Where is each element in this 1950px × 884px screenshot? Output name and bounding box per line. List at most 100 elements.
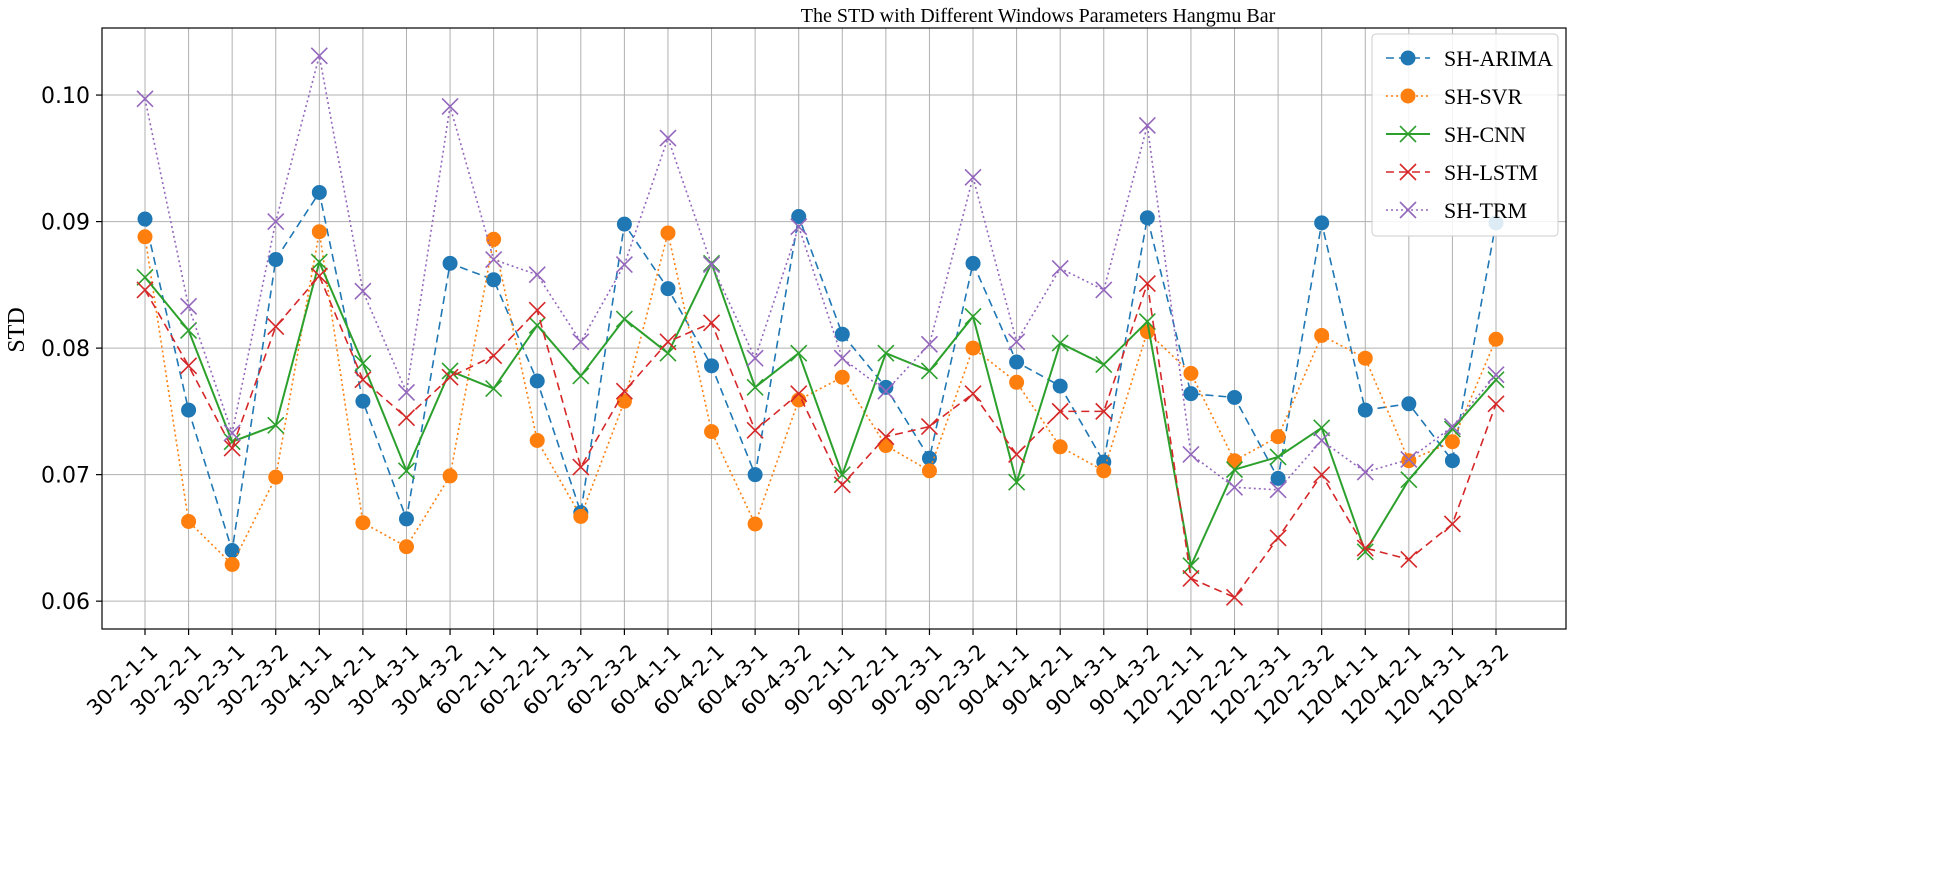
- data-point-marker: [660, 281, 676, 297]
- data-point-marker: [1269, 448, 1287, 466]
- legend-item: SH-SVR: [1386, 84, 1523, 109]
- data-point-marker: [965, 340, 981, 356]
- series-sh-arima: [137, 184, 1504, 559]
- data-point-marker: [486, 272, 502, 288]
- data-point-marker: [485, 347, 503, 365]
- series-line: [144, 274, 1497, 599]
- data-point-marker: [1356, 463, 1374, 481]
- data-point-marker: [964, 385, 982, 403]
- data-point-marker: [1399, 163, 1417, 181]
- data-point-marker: [920, 335, 939, 353]
- data-point-marker: [354, 371, 372, 389]
- data-point-marker: [1399, 201, 1417, 219]
- data-point-marker: [529, 432, 545, 448]
- data-point-marker: [1009, 354, 1025, 370]
- data-point-marker: [1444, 453, 1460, 469]
- data-point-marker: [790, 218, 808, 236]
- data-point-marker: [702, 254, 721, 272]
- data-point-marker: [833, 349, 851, 367]
- data-point-marker: [136, 281, 154, 299]
- data-point-marker: [746, 349, 764, 367]
- data-point-marker: [1139, 210, 1155, 226]
- legend-label: SH-LSTM: [1444, 160, 1538, 185]
- y-tick-label: 0.10: [41, 84, 90, 109]
- data-point-marker: [528, 316, 546, 334]
- data-point-marker: [1313, 466, 1331, 484]
- data-point-marker: [572, 458, 590, 476]
- data-point-marker: [746, 378, 764, 396]
- data-point-marker: [310, 253, 328, 271]
- x-axis-ticks: 30-2-1-130-2-2-130-2-3-130-2-3-230-4-1-1…: [82, 629, 1514, 729]
- legend-item: SH-CNN: [1386, 122, 1526, 147]
- legend-label: SH-SVR: [1444, 84, 1523, 109]
- data-point-marker: [1270, 470, 1286, 486]
- data-point-marker: [1487, 371, 1505, 389]
- data-point-marker: [1225, 478, 1244, 496]
- data-point-marker: [1138, 312, 1156, 331]
- data-point-marker: [1400, 550, 1418, 568]
- data-point-marker: [528, 301, 546, 319]
- data-point-marker: [877, 428, 895, 446]
- data-point-marker: [747, 467, 763, 483]
- data-point-marker: [1270, 429, 1286, 445]
- data-point-marker: [572, 333, 590, 351]
- data-point-marker: [267, 318, 285, 336]
- data-point-marker: [616, 216, 632, 232]
- data-point-marker: [224, 556, 240, 572]
- data-point-marker: [223, 439, 241, 457]
- data-point-marker: [1443, 515, 1461, 533]
- data-point-marker: [311, 184, 327, 200]
- data-point-marker: [310, 267, 328, 285]
- data-point-marker: [398, 511, 414, 527]
- data-point-marker: [833, 476, 851, 494]
- data-point-marker: [267, 213, 285, 231]
- data-point-marker: [1313, 419, 1331, 437]
- series-line: [144, 190, 1497, 551]
- series-sh-lstm: [136, 267, 1505, 606]
- data-point-marker: [1227, 453, 1243, 469]
- data-point-marker: [660, 225, 676, 241]
- legend-label: SH-CNN: [1444, 122, 1526, 147]
- grid: [102, 28, 1566, 629]
- data-point-marker: [1227, 389, 1243, 405]
- data-point-marker: [397, 409, 416, 427]
- data-point-marker: [1400, 450, 1418, 469]
- y-axis-ticks: 0.06 0.07 0.08 0.09 0.10: [41, 84, 102, 615]
- data-point-marker: [1138, 116, 1156, 134]
- data-point-marker: [1487, 395, 1505, 413]
- data-point-marker: [659, 129, 677, 147]
- data-point-marker: [310, 47, 328, 65]
- legend-box: [1371, 33, 1559, 237]
- legend: SH-ARIMA SH-SVR SH-CNN SH-LSTM SH-TRM: [1371, 33, 1559, 237]
- data-point-marker: [1183, 365, 1199, 381]
- data-point-marker: [964, 168, 982, 186]
- series-group: [136, 47, 1505, 606]
- data-point-marker: [486, 231, 502, 247]
- data-point-marker: [267, 416, 285, 434]
- y-tick-label: 0.07: [41, 464, 90, 489]
- data-point-marker: [1314, 215, 1330, 231]
- data-point-marker: [965, 255, 981, 271]
- data-point-marker: [659, 333, 677, 351]
- data-point-marker: [1399, 125, 1417, 143]
- data-point-marker: [747, 516, 763, 532]
- legend-label: SH-ARIMA: [1444, 46, 1553, 71]
- data-point-marker: [1095, 355, 1113, 374]
- data-point-marker: [181, 513, 197, 529]
- data-point-marker: [964, 307, 982, 326]
- y-tick-label: 0.09: [41, 211, 90, 236]
- data-point-marker: [1356, 543, 1374, 561]
- data-point-marker: [704, 424, 720, 440]
- data-point-marker: [921, 463, 937, 479]
- data-point-marker: [1096, 463, 1112, 479]
- data-point-marker: [1225, 588, 1244, 606]
- data-point-marker: [1095, 402, 1113, 420]
- data-point-marker: [136, 268, 154, 286]
- data-point-marker: [223, 424, 241, 442]
- data-point-marker: [441, 362, 459, 380]
- series-line: [144, 231, 1497, 566]
- data-point-marker: [268, 252, 284, 268]
- y-axis-label: STD: [4, 307, 30, 352]
- data-point-marker: [1052, 378, 1068, 394]
